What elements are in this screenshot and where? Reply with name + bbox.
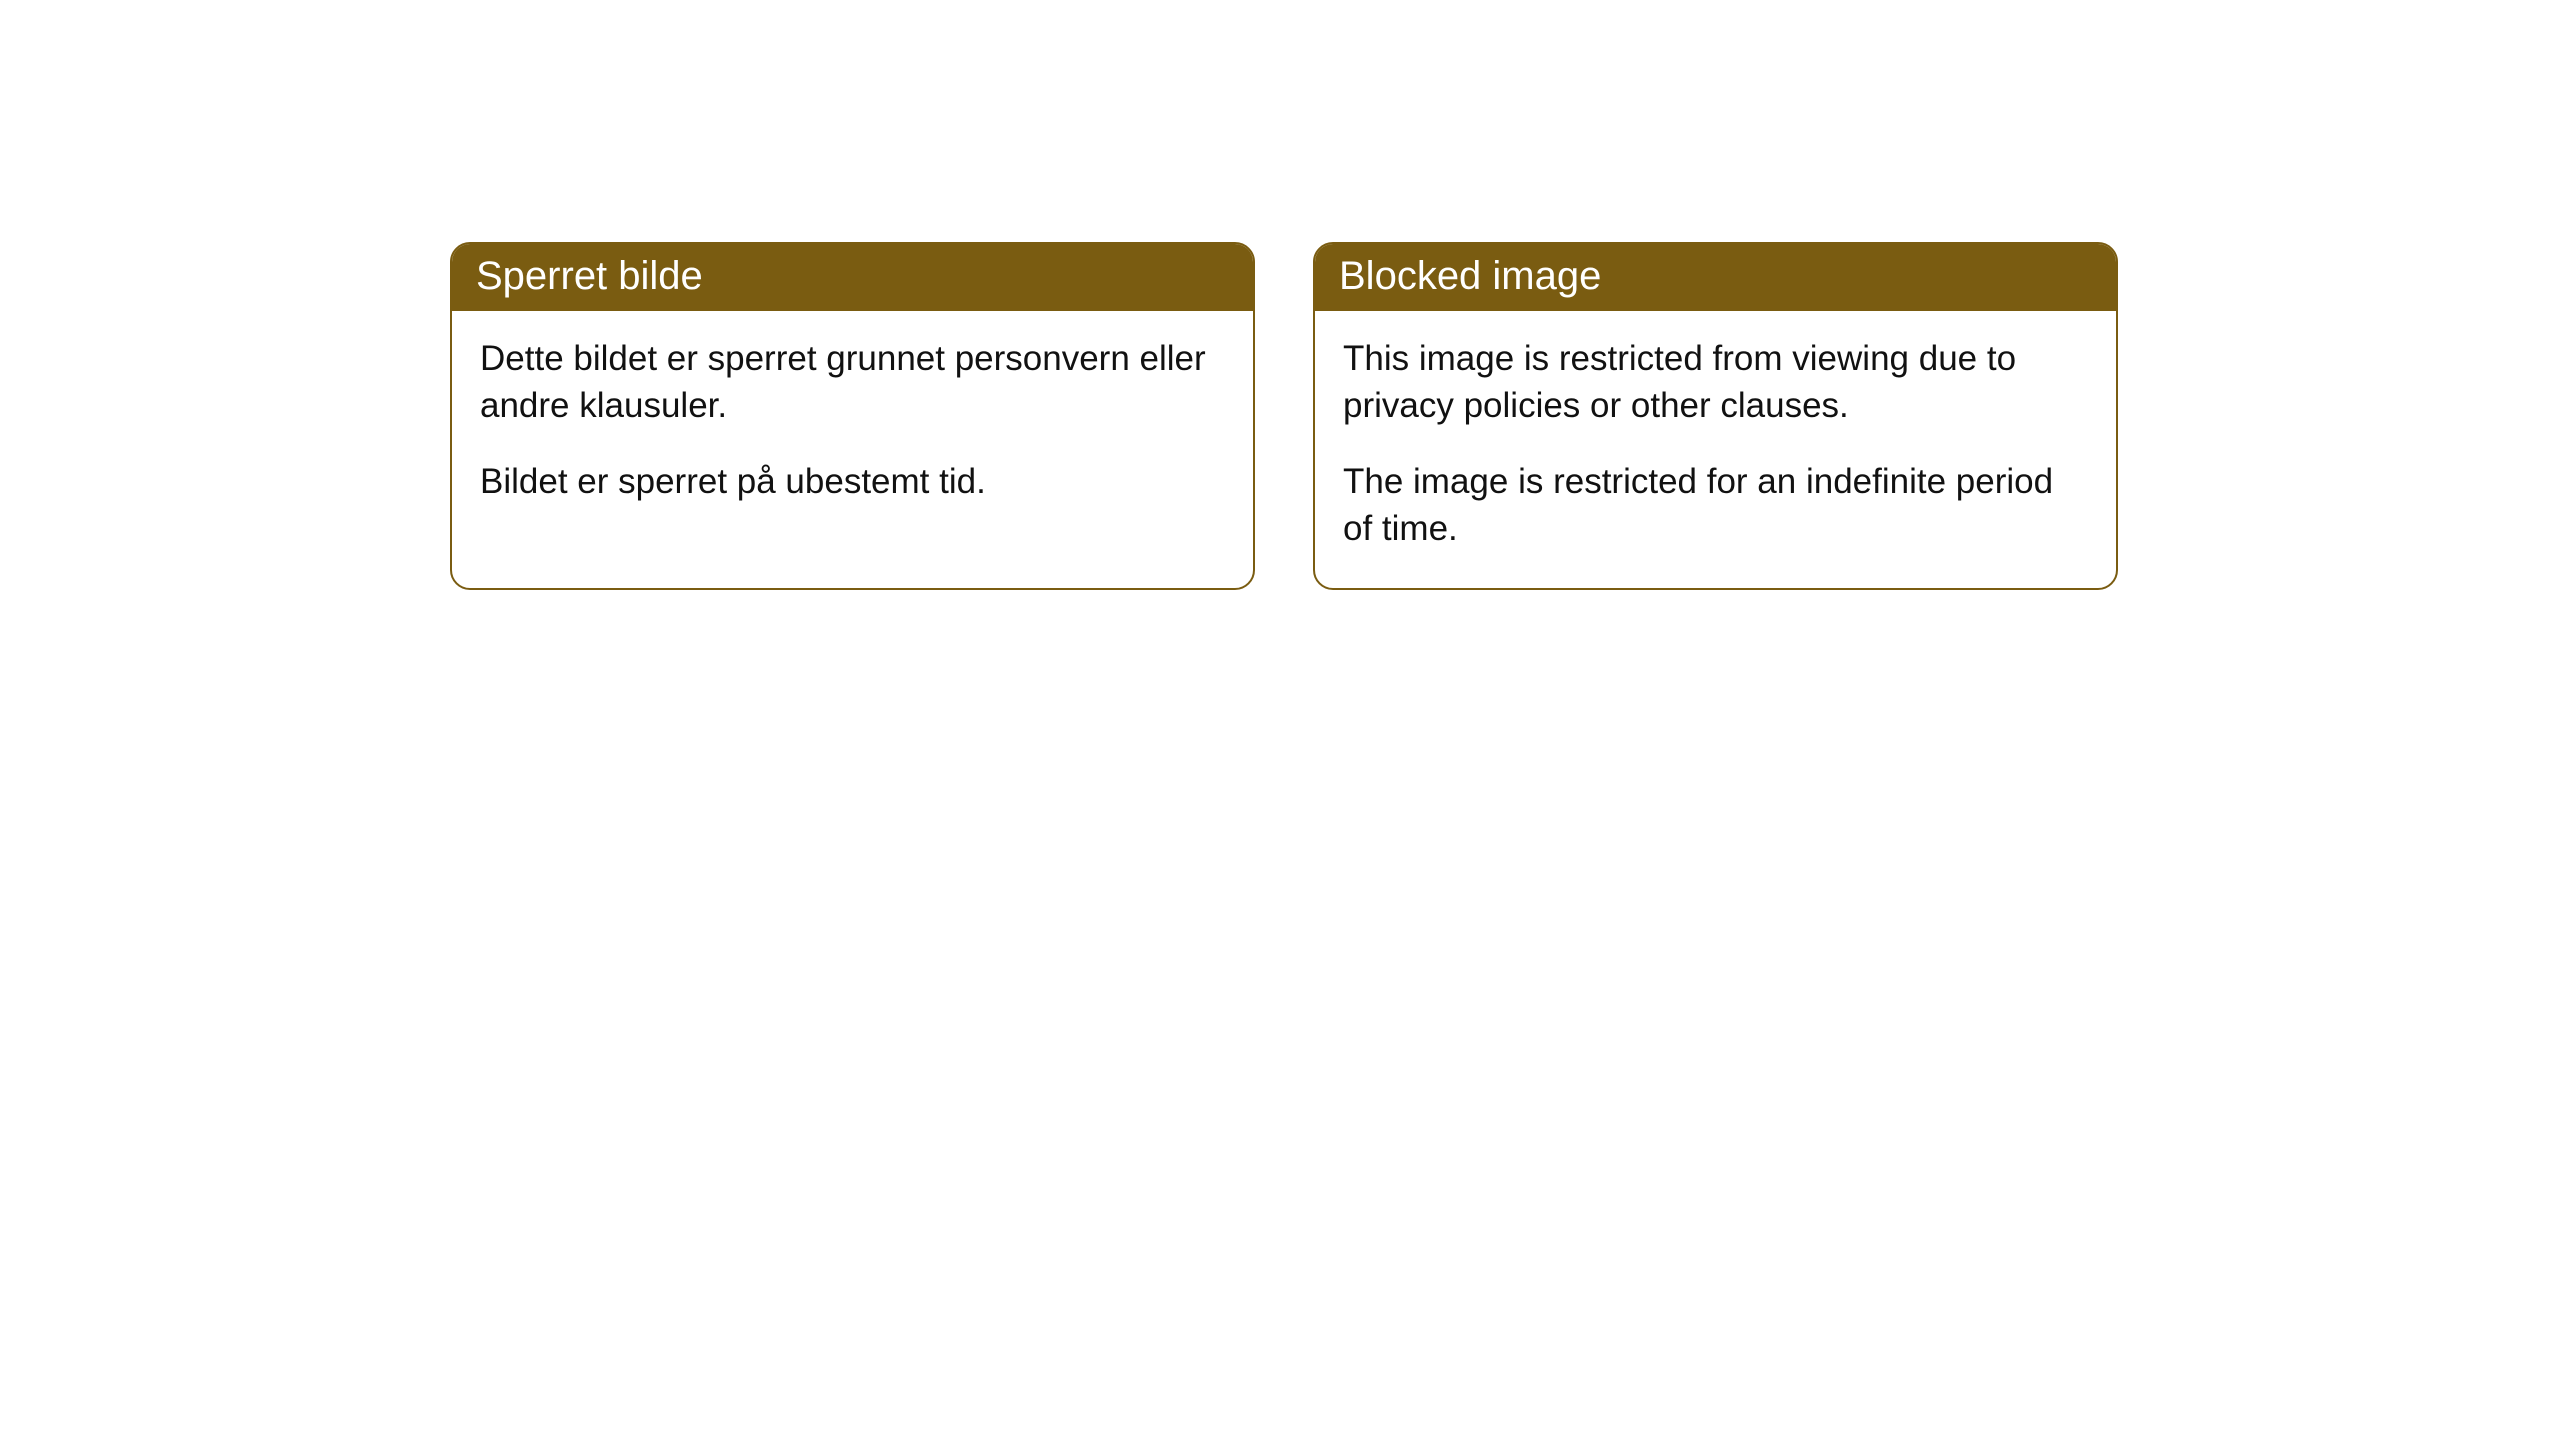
card-english: Blocked image This image is restricted f…: [1313, 242, 2118, 590]
card-body-english: This image is restricted from viewing du…: [1315, 311, 2116, 588]
card-title: Sperret bilde: [476, 254, 703, 298]
card-paragraph: Dette bildet er sperret grunnet personve…: [480, 335, 1225, 430]
card-paragraph: This image is restricted from viewing du…: [1343, 335, 2088, 430]
card-header-english: Blocked image: [1315, 244, 2116, 311]
card-header-norwegian: Sperret bilde: [452, 244, 1253, 311]
card-paragraph: The image is restricted for an indefinit…: [1343, 458, 2088, 553]
card-title: Blocked image: [1339, 254, 1601, 298]
card-norwegian: Sperret bilde Dette bildet er sperret gr…: [450, 242, 1255, 590]
card-container: Sperret bilde Dette bildet er sperret gr…: [450, 242, 2118, 590]
card-paragraph: Bildet er sperret på ubestemt tid.: [480, 458, 1225, 505]
card-body-norwegian: Dette bildet er sperret grunnet personve…: [452, 311, 1253, 541]
